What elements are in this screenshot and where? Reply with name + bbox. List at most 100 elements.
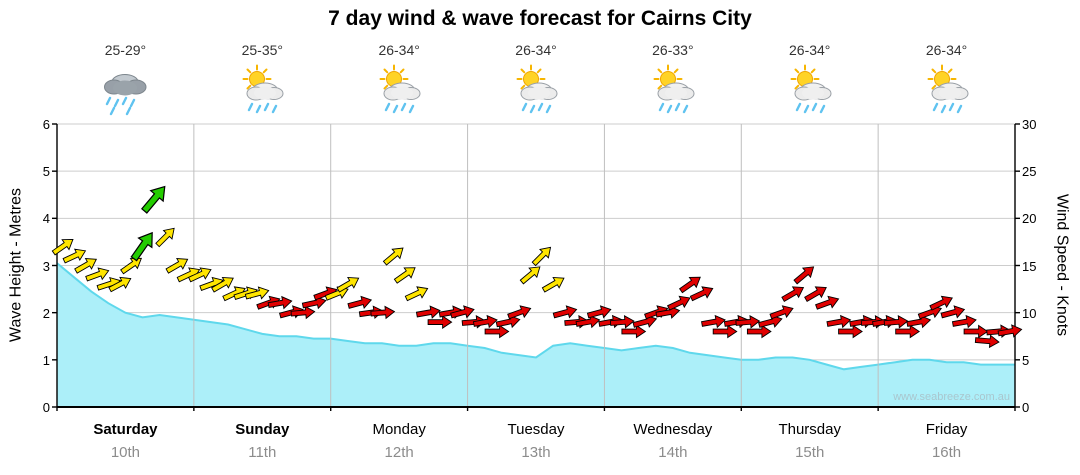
wind-arrow-glyph [781,286,805,302]
wind-arrow-glyph [450,305,475,319]
wind-arrow-glyph [804,286,827,302]
wind-arrow [667,295,691,311]
wind-arrow [929,295,953,311]
wind-arrow [108,276,132,293]
day-temperature: 26-34° [789,42,831,58]
wind-arrow-glyph [586,305,612,319]
wind-arrow-glyph [472,314,498,329]
left-axis-tick-label: 4 [42,211,50,227]
day-date: 10th [110,444,141,461]
day-temperature: 26-33° [652,42,694,58]
sun-cloud-rain-icon [372,62,426,116]
wind-arrow [712,324,738,339]
wind-arrow-glyph [678,276,701,294]
wind-arrow-glyph [188,267,212,283]
wind-arrow-glyph [108,276,132,293]
wind-arrow [267,295,293,310]
wind-arrow [519,266,541,285]
wind-arrow-glyph [826,314,852,329]
wind-arrow-glyph [165,258,189,274]
wind-arrow [838,324,863,339]
wind-arrow [484,324,510,339]
wind-arrow-glyph [427,315,453,329]
wind-arrow-glyph [621,324,647,339]
wind-arrow-glyph [244,286,270,300]
right-axis-tick-label: 5 [1022,352,1030,368]
day-temperature: 26-34° [515,42,557,58]
wind-arrow-glyph [712,324,738,339]
wind-arrow [974,334,1000,349]
wind-arrow [62,248,87,264]
wind-arrow [336,276,360,293]
wind-arrow [404,286,429,302]
wind-arrow [804,286,827,302]
right-axis-tick-label: 25 [1022,164,1037,180]
wind-arrow-glyph [746,324,772,339]
wind-arrow-glyph [347,295,373,310]
wind-arrow [211,276,234,293]
wind-arrow-glyph [609,315,635,329]
day-name: Monday [372,421,426,438]
wind-arrow [130,231,153,262]
left-axis-tick-label: 1 [42,352,50,368]
left-axis-tick-label: 0 [42,400,50,415]
wind-arrow-glyph [974,334,1000,349]
wind-arrow-glyph [531,246,552,267]
wind-arrow [940,305,966,319]
wind-arrow-glyph [85,267,110,282]
wind-arrow [290,305,316,320]
day-name: Thursday [778,421,841,438]
wind-arrow-glyph [667,295,691,311]
right-axis-label: Wind Speed - Knots [1053,193,1071,337]
wind-arrow [689,286,714,302]
wind-arrow-glyph [51,238,74,256]
sun-cloud-rain-icon [920,62,974,116]
wind-arrow [244,286,270,300]
wind-arrow [382,247,404,266]
day-name: Tuesday [507,421,565,438]
wind-arrow [586,305,612,319]
wind-arrow-glyph [793,266,815,285]
right-axis-tick-label: 15 [1022,258,1037,274]
wind-arrow-glyph [963,324,989,339]
wind-arrow-glyph [689,286,714,302]
wind-arrow [427,315,453,329]
wind-arrow [541,276,565,293]
wind-arrow [951,314,977,329]
wind-arrow-glyph [393,267,416,284]
wind-arrow [415,305,441,319]
wind-arrow [769,305,794,320]
day-temperature: 26-34° [378,42,420,58]
wind-arrow [85,267,110,282]
day-temperature: 25-35° [241,42,283,58]
wind-arrow-glyph [838,324,863,339]
wind-arrow [746,324,772,339]
day-name: Sunday [235,421,290,438]
left-axis-tick-label: 2 [42,305,50,321]
right-axis-tick-label: 20 [1022,211,1037,227]
wind-arrow [895,324,921,339]
wind-arrow-glyph [769,305,794,320]
wind-arrow-glyph [404,286,429,302]
wind-arrow [347,295,373,310]
sun-cloud-rain-icon [646,62,700,116]
wind-arrow-glyph [940,305,966,319]
left-axis-tick-label: 5 [42,164,50,180]
wind-arrow [51,238,74,256]
wind-arrow-glyph [552,305,578,319]
wind-arrow [531,246,552,267]
right-axis-tick-label: 30 [1022,117,1037,132]
day-name: Wednesday [633,421,713,438]
wind-arrow [472,314,498,329]
wind-arrow-glyph [370,305,396,320]
wind-arrow-glyph [120,257,143,275]
wind-arrow-glyph [735,315,761,329]
day-name: Friday [925,421,968,438]
wind-arrow-glyph [336,276,360,293]
wind-arrow-glyph [267,295,293,310]
wind-arrow-glyph [883,315,909,329]
wind-arrow [609,315,635,329]
day-date: 12th [384,444,414,461]
wind-arrow [793,266,815,285]
wind-arrow [155,227,175,248]
